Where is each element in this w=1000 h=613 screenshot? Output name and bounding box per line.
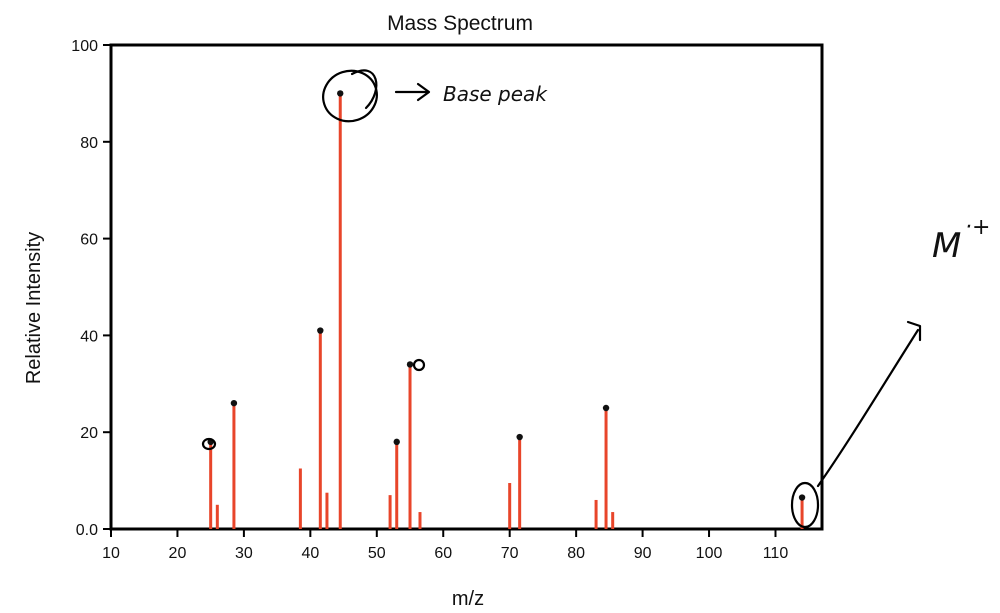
x-tick-label: 70 [501, 545, 519, 562]
y-axis-ticks: 0.0 20 40 60 80 100 [71, 38, 111, 539]
peak-dot-mark [393, 438, 400, 446]
base-peak-note: Base peak [443, 82, 548, 106]
peak-dot-mark [406, 361, 414, 368]
y-tick-label: 80 [80, 135, 98, 152]
plot-frame [109, 43, 824, 531]
molecular-ion-annotation: M ·+ [790, 215, 990, 529]
base-peak-annotation: Base peak [322, 69, 548, 123]
x-tick-label: 50 [368, 545, 386, 562]
y-tick-label: 20 [80, 425, 98, 442]
molecular-ion-charge: ·+ [965, 215, 990, 240]
x-tick-label: 30 [235, 545, 253, 562]
x-tick-label: 90 [634, 545, 652, 562]
molecular-ion-label: M [932, 226, 961, 266]
x-tick-label: 80 [567, 545, 585, 562]
y-axis-label: Relative Intensity [23, 232, 45, 384]
spectrum-peaks [207, 90, 806, 529]
peak-dot-mark [317, 327, 324, 334]
y-tick-label: 0.0 [76, 522, 98, 539]
y-tick-label: 100 [71, 38, 98, 55]
peak-dot-mark [602, 404, 610, 412]
y-tick-label: 40 [80, 328, 98, 345]
x-tick-label: 20 [169, 545, 187, 562]
y-tick-label: 60 [80, 232, 98, 249]
x-axis-ticks: 10 20 30 40 50 60 70 80 90 100 110 [102, 529, 788, 562]
x-tick-label: 100 [696, 545, 723, 562]
x-tick-label: 60 [434, 545, 452, 562]
peak-dot-mark [798, 494, 806, 501]
fragment-peak-marks [201, 358, 426, 451]
x-axis-label: m/z [452, 588, 484, 610]
x-tick-label: 40 [301, 545, 319, 562]
x-tick-label: 110 [763, 545, 789, 562]
peak-dot-mark [516, 433, 523, 441]
chart-title: Mass Spectrum [387, 12, 533, 35]
peak-dot-mark [337, 90, 344, 97]
x-tick-label: 10 [102, 545, 120, 562]
peak-dot-mark [230, 399, 238, 407]
